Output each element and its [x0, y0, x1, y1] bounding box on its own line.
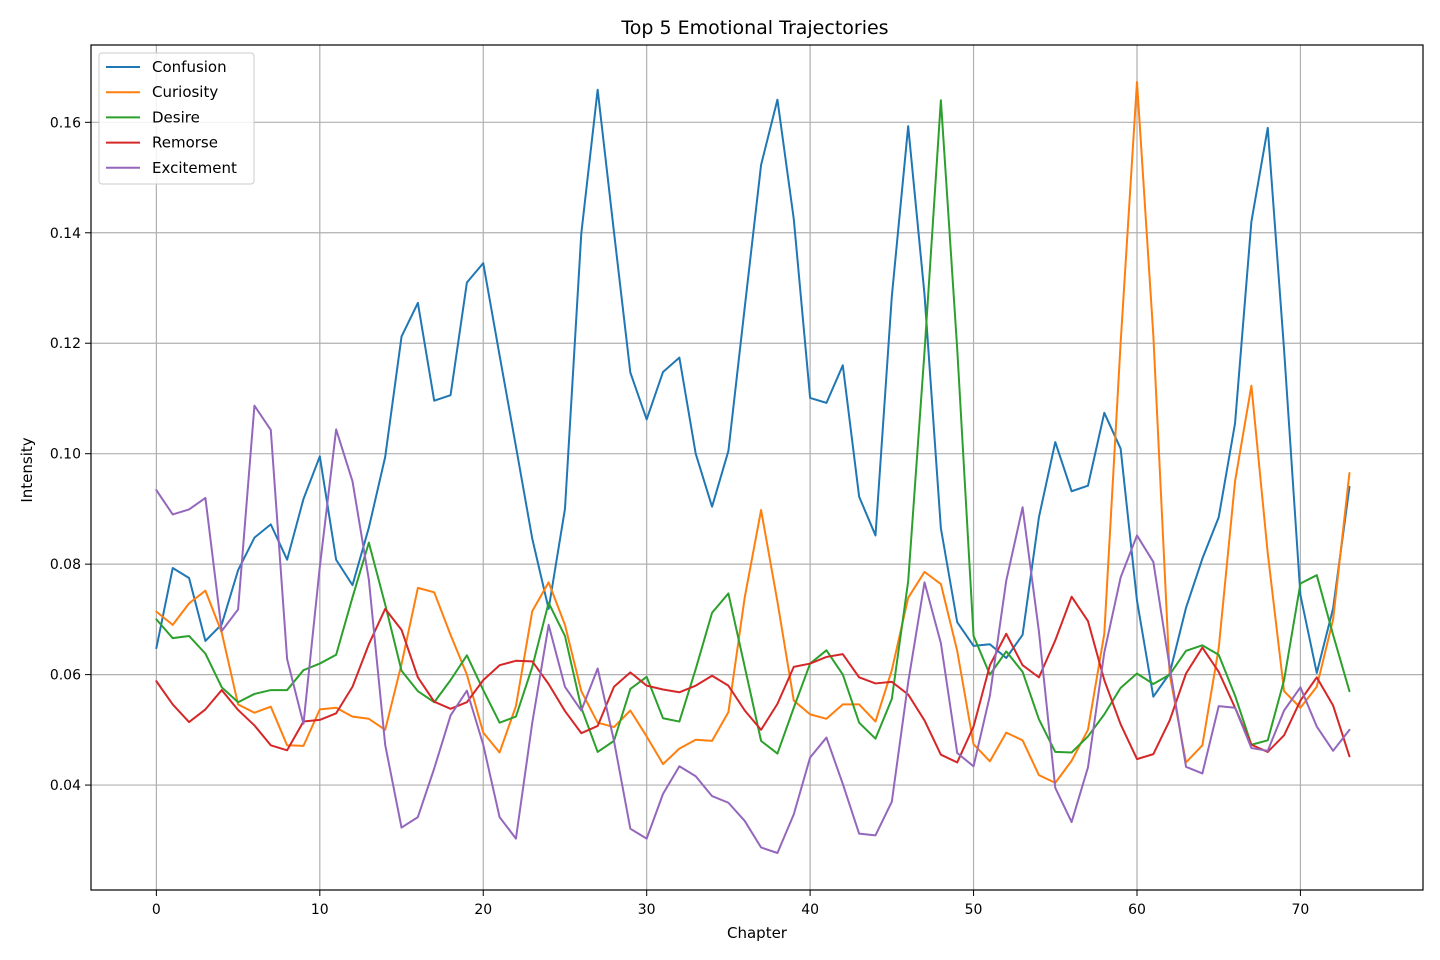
x-tick-label: 10 [311, 902, 329, 918]
legend-label-confusion: Confusion [152, 58, 227, 76]
series-line-remorse [155, 595, 1351, 764]
x-tick-label: 30 [638, 902, 656, 918]
legend-label-curiosity: Curiosity [152, 83, 218, 101]
x-axis-label: Chapter [727, 924, 788, 942]
y-tick-label: 0.08 [50, 557, 81, 573]
legend: Confusion Curiosity Desire Remorse Excitemen… [98, 52, 255, 185]
y-tick-label: 0.04 [50, 778, 81, 794]
x-tick-label: 0 [152, 902, 161, 918]
plot-frame [90, 44, 1424, 891]
series-line-desire [155, 99, 1351, 755]
x-tick-label: 50 [965, 902, 983, 918]
series-line-excitement [155, 404, 1351, 854]
x-tick-label: 60 [1128, 902, 1146, 918]
y-tick-label: 0.06 [50, 668, 81, 684]
legend-label-desire: Desire [152, 108, 200, 126]
y-axis-label: Intensity [18, 437, 36, 502]
y-axis-ticks: 0.04 0.06 0.08 0.10 0.12 0.14 0.16 [50, 115, 91, 794]
y-tick-label: 0.12 [50, 336, 81, 352]
series-lines [155, 81, 1351, 854]
legend-label-remorse: Remorse [152, 134, 218, 152]
chart-title: Top 5 Emotional Trajectories [620, 17, 888, 39]
y-tick-label: 0.14 [50, 226, 81, 242]
legend-label-excitement: Excitement [152, 159, 237, 177]
x-tick-label: 70 [1292, 902, 1310, 918]
x-tick-label: 20 [474, 902, 492, 918]
y-tick-label: 0.10 [50, 447, 81, 463]
legend-box [98, 52, 255, 185]
series-line-curiosity [155, 81, 1351, 784]
x-axis-ticks: 0 10 20 30 40 50 60 70 [152, 890, 1309, 918]
y-tick-label: 0.16 [50, 115, 81, 131]
x-tick-label: 40 [801, 902, 819, 918]
series-line-confusion [155, 88, 1351, 698]
